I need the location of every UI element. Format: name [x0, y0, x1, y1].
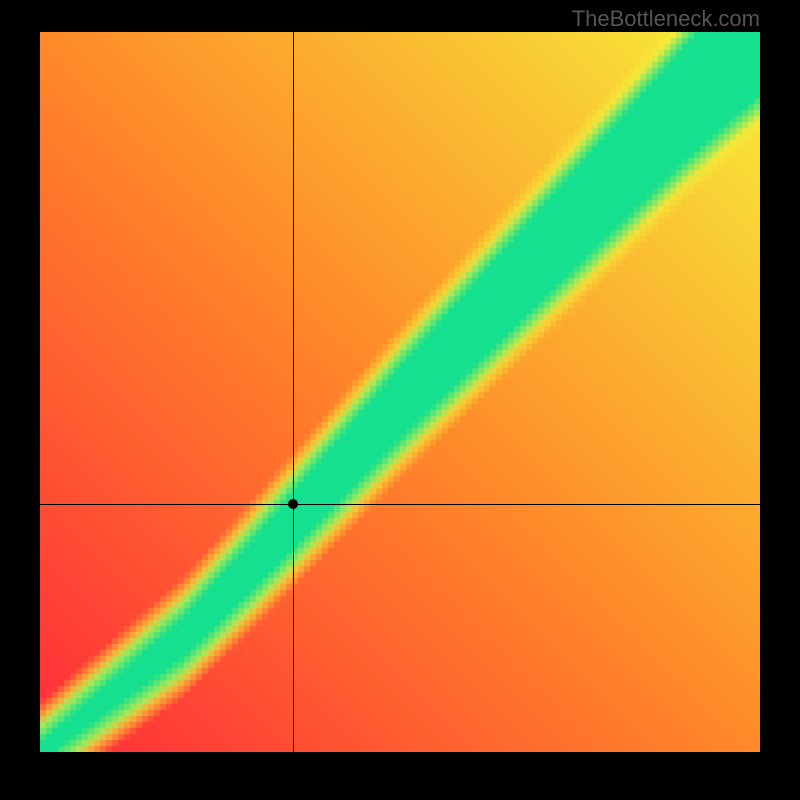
crosshair-horizontal: [40, 504, 760, 505]
watermark-text: TheBottleneck.com: [572, 6, 760, 32]
crosshair-marker: [288, 499, 298, 509]
chart-container: TheBottleneck.com: [0, 0, 800, 800]
heatmap-plot: [40, 32, 760, 752]
crosshair-vertical: [293, 32, 294, 752]
heatmap-canvas: [40, 32, 760, 752]
